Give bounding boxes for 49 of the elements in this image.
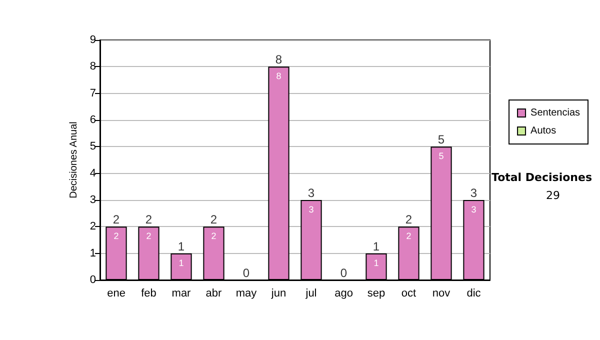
- data-label: 2: [406, 231, 412, 242]
- y-tick-label: 4: [90, 167, 96, 180]
- total-label: 1: [372, 239, 380, 254]
- total-label: 0: [242, 266, 250, 280]
- total-label: 1: [178, 239, 185, 254]
- total-label: 2: [210, 212, 218, 227]
- y-tick-label: 8: [90, 60, 96, 73]
- x-tick-label: abr: [206, 288, 222, 300]
- y-tick-label: 1: [90, 247, 96, 260]
- data-label: 2: [114, 231, 119, 242]
- total-label: 8: [275, 52, 282, 67]
- total-label: 0: [340, 266, 348, 280]
- x-tick-label: nov: [432, 288, 451, 300]
- x-tick-label: sep: [367, 288, 386, 300]
- data-label: 8: [276, 71, 282, 82]
- x-tick-label: ago: [334, 288, 353, 300]
- x-tick-label: jul: [304, 288, 317, 300]
- y-tick-label: 9: [90, 34, 96, 46]
- x-tick-label: ene: [107, 288, 126, 300]
- total-label: 2: [405, 212, 412, 227]
- legend-label: Autos: [530, 126, 556, 136]
- data-label: 5: [438, 151, 444, 162]
- total-label: 2: [112, 212, 120, 227]
- x-tick-label: jun: [270, 288, 286, 300]
- y-tick-label: 3: [90, 194, 96, 206]
- text: Total Decisiones: [492, 171, 592, 184]
- total-label: 3: [470, 186, 478, 200]
- x-tick-label: dic: [466, 288, 482, 300]
- data-label: 3: [308, 204, 314, 214]
- total-label: 2: [145, 212, 152, 227]
- legend-label: Sentencias: [530, 108, 580, 118]
- x-tick-label: feb: [141, 288, 156, 300]
- y-tick-label: 6: [90, 114, 96, 126]
- y-tick-label: 2: [90, 220, 96, 233]
- x-tick-label: may: [236, 288, 258, 300]
- data-label: 3: [471, 204, 476, 214]
- data-label: 1: [374, 258, 379, 268]
- y-axis-title: Decisiones Anual: [68, 122, 80, 198]
- data-label: 2: [211, 231, 216, 242]
- total-label: 3: [308, 186, 315, 200]
- data-label: 1: [178, 258, 184, 268]
- data-label: 2: [146, 231, 152, 242]
- y-tick-label: 5: [90, 140, 96, 153]
- total-label: 5: [438, 132, 445, 147]
- text: 29: [546, 189, 560, 202]
- y-tick-label: 0: [90, 274, 96, 286]
- x-tick-label: oct: [401, 288, 416, 300]
- y-tick-label: 7: [90, 87, 96, 100]
- x-tick-label: mar: [172, 288, 192, 300]
